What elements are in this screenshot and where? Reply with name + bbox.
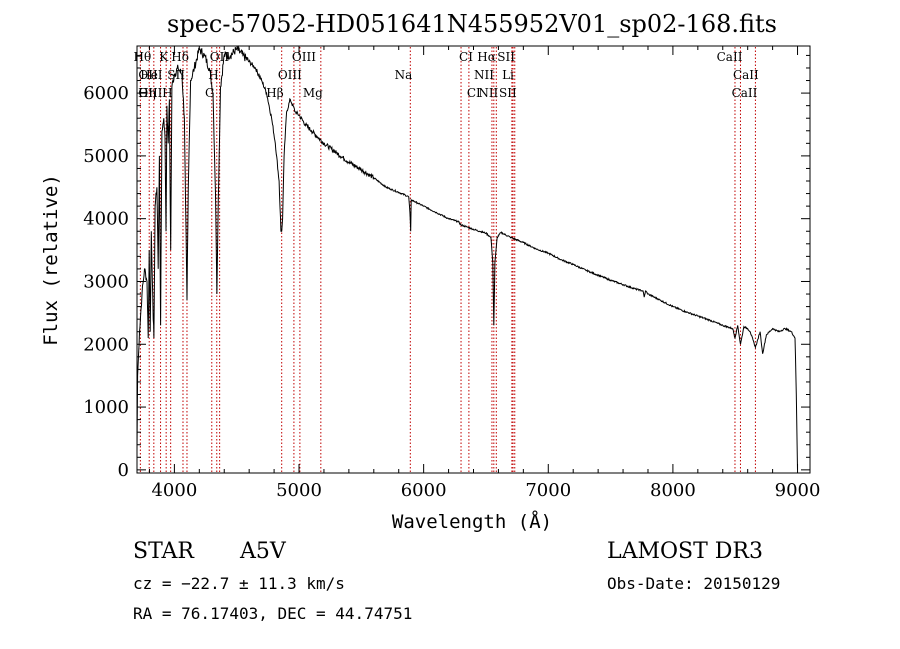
observation-date: Obs-Date: 20150129 (607, 574, 781, 593)
sky-coordinates: RA = 76.17403, DEC = 44.74751 (133, 604, 413, 623)
object-subclass: A5V (240, 539, 286, 564)
y-tick-label-2000: 2000 (83, 334, 129, 355)
x-tick-label-8000: 8000 (650, 480, 696, 501)
line-label-26: CaII (732, 86, 758, 100)
line-label-6: Hα (477, 50, 496, 64)
line-label-23: CI (467, 86, 481, 100)
x-tick-label-4000: 4000 (151, 480, 197, 501)
x-axis: 4000 5000 6000 7000 8000 9000 (148, 46, 821, 501)
spectral-line-markers (139, 47, 756, 472)
y-tick-label-3000: 3000 (83, 271, 129, 292)
line-label-27: Na (395, 68, 413, 82)
x-axis-label: Wavelength (Å) (392, 510, 552, 533)
line-label-8: CaII (717, 50, 743, 64)
y-tick-label-1000: 1000 (83, 397, 129, 418)
line-label-22: Mg (303, 86, 323, 100)
line-label-15: Li (502, 68, 514, 82)
x-tick-label-7000: 7000 (525, 480, 571, 501)
y-axis-label: Flux (relative) (40, 174, 62, 346)
line-label-1: K (159, 50, 169, 64)
line-label-20: G (205, 86, 215, 100)
redshift-velocity: cz = −22.7 ± 11.3 km/s (133, 574, 345, 593)
line-label-12: H (208, 68, 218, 82)
line-label-3: OII (210, 50, 230, 64)
x-tick-label-6000: 6000 (401, 480, 447, 501)
spectrum-layer (136, 45, 798, 470)
line-label-5: CI (459, 50, 473, 64)
chart-title: spec-57052-HD051641N455952V01_sp02-168.f… (167, 10, 777, 38)
y-tick-label-4000: 4000 (83, 209, 129, 230)
line-label-25: SII (499, 86, 517, 100)
line-label-13: OIII (278, 68, 302, 82)
line-label-0: Hθ (134, 50, 152, 64)
x-tick-label-9000: 9000 (775, 480, 821, 501)
line-label-2: Hδ (171, 50, 189, 64)
line-label-7: SII (497, 50, 515, 64)
line-label-21: Hβ (266, 86, 283, 100)
line-label-10: HeI (140, 68, 163, 82)
line-label-19: H (162, 86, 172, 100)
plot-frame (136, 45, 811, 474)
y-tick-label-0: 0 (118, 460, 129, 481)
line-label-16: CaII (733, 68, 759, 82)
object-class: STAR (133, 539, 194, 564)
line-label-18: Hη (138, 86, 156, 100)
line-label-17: OIII (138, 86, 162, 100)
line-label-4: OIII (292, 50, 316, 64)
line-label-9: OII (138, 68, 158, 82)
line-label-24: NII (478, 86, 498, 100)
y-tick-label-6000: 6000 (83, 83, 129, 104)
x-tick-label-5000: 5000 (276, 480, 322, 501)
survey-name: LAMOST DR3 (607, 539, 763, 564)
spectrum-line (136, 45, 798, 470)
y-axis: 0 1000 2000 3000 4000 5000 6000 (83, 54, 810, 481)
line-label-14: NII (474, 68, 494, 82)
y-tick-label-5000: 5000 (83, 146, 129, 167)
